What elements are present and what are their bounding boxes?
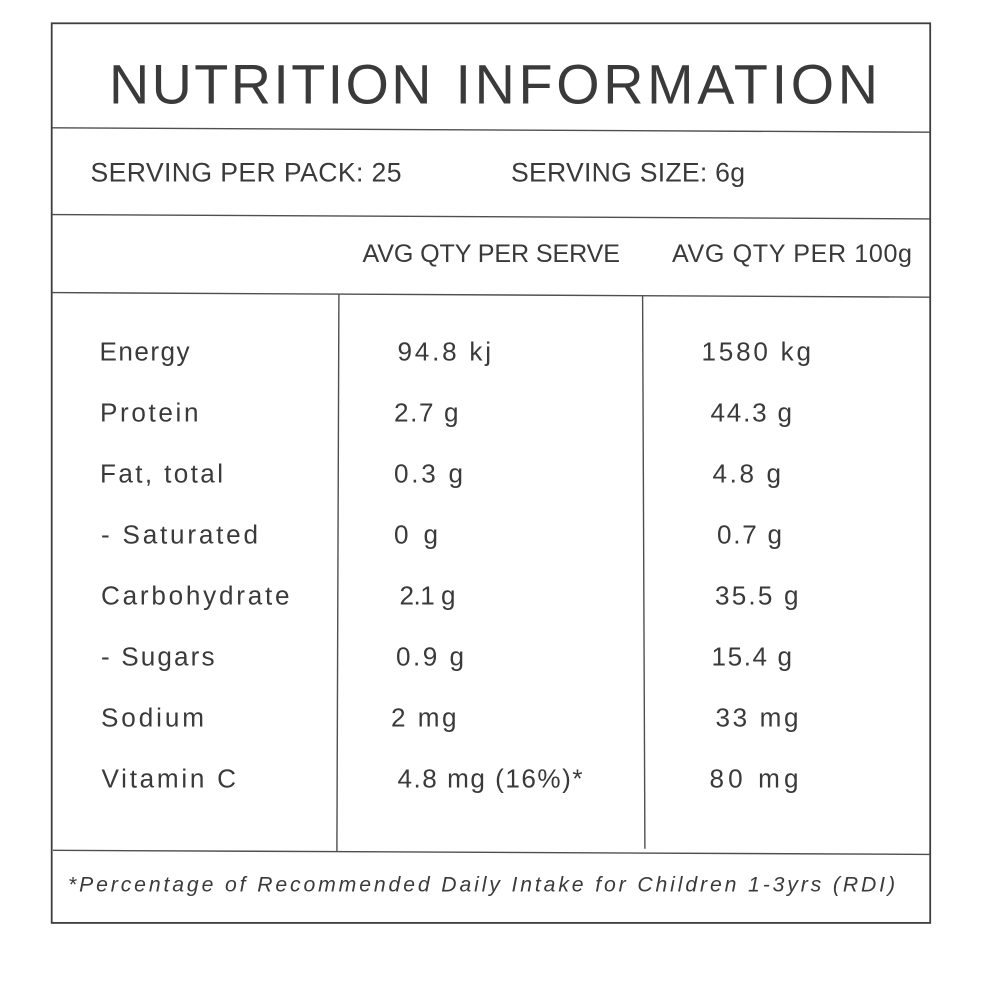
svg-text:- Sugars: - Sugars: [101, 642, 215, 672]
svg-text:2.7 g: 2.7 g: [394, 398, 459, 428]
svg-text:SERVING SIZE: 6g: SERVING SIZE: 6g: [511, 158, 745, 188]
svg-text:33 mg: 33 mg: [716, 703, 799, 733]
svg-text:- Saturated: - Saturated: [101, 520, 258, 550]
svg-text:Carbohydrate: Carbohydrate: [101, 581, 290, 611]
svg-text:AVG QTY PER 100g: AVG QTY PER 100g: [672, 240, 912, 268]
svg-text:2 mg: 2 mg: [391, 703, 457, 733]
svg-text:4.8 g: 4.8 g: [713, 459, 782, 489]
svg-text:*Percentage of Recommended Dai: *Percentage of Recommended Daily Intake …: [68, 874, 895, 897]
svg-text:Vitamin C: Vitamin C: [102, 763, 237, 793]
svg-text:0.3 g: 0.3 g: [394, 459, 463, 489]
svg-text:Energy: Energy: [100, 337, 190, 367]
svg-text:INFORMATION: INFORMATION: [456, 54, 879, 116]
svg-text:35.5 g: 35.5 g: [715, 581, 799, 611]
svg-text:0.7 g: 0.7 g: [717, 520, 782, 550]
svg-text:4.8 mg (16%)*: 4.8 mg (16%)*: [398, 763, 583, 793]
svg-text:94.8 kj: 94.8 kj: [398, 337, 492, 367]
svg-text:1580 kg: 1580 kg: [702, 337, 812, 367]
svg-text:2.1 g: 2.1 g: [400, 581, 456, 611]
svg-text:Fat, total: Fat, total: [100, 459, 223, 489]
svg-text:80 mg: 80 mg: [710, 763, 799, 793]
svg-text:Protein: Protein: [100, 398, 199, 428]
svg-text:15.4 g: 15.4 g: [712, 642, 793, 672]
svg-text:0.9 g: 0.9 g: [396, 642, 464, 672]
svg-text:NUTRITION: NUTRITION: [109, 54, 432, 116]
svg-text:Sodium: Sodium: [101, 703, 204, 733]
svg-text:44.3 g: 44.3 g: [711, 398, 793, 428]
svg-text:SERVING PER PACK: 25: SERVING PER PACK: 25: [91, 158, 402, 188]
svg-text:AVG QTY PER SERVE: AVG QTY PER SERVE: [363, 240, 621, 268]
svg-text:0 g: 0 g: [394, 520, 438, 550]
